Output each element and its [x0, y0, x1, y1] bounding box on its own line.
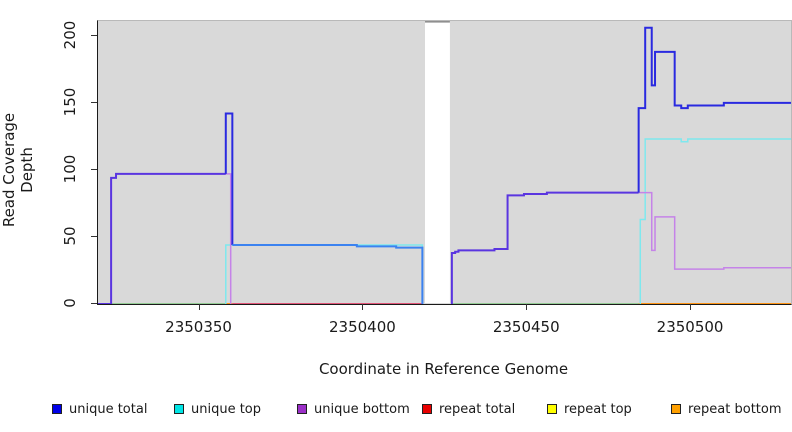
x-tick — [362, 304, 364, 310]
y-tick — [91, 235, 97, 237]
legend-item-repeat-total: repeat total — [422, 401, 515, 417]
legend-item-unique-total: unique total — [52, 401, 147, 417]
x-tick — [690, 304, 692, 310]
x-tick-label: 2350450 — [492, 318, 560, 336]
y-tick-label: 100 — [61, 154, 79, 184]
y-tick-label: 50 — [61, 226, 79, 246]
series-unique-total-mid — [232, 243, 424, 304]
y-axis-label: Read Coverage Depth — [0, 112, 36, 228]
plot-canvas — [98, 21, 791, 304]
series-unique-top-left — [225, 244, 424, 304]
x-tick-label: 2350400 — [328, 318, 396, 336]
series-unique-total-spike — [224, 112, 234, 245]
x-axis-label: Coordinate in Reference Genome — [318, 360, 569, 378]
legend-label: unique top — [191, 401, 262, 417]
y-tick-label: 150 — [61, 87, 79, 117]
legend-swatch-icon — [547, 404, 557, 414]
series-unique-total-right-low — [450, 191, 639, 304]
legend-swatch-icon — [422, 404, 432, 414]
legend-label: repeat bottom — [688, 401, 782, 417]
legend-label: unique total — [69, 401, 148, 417]
series-unique-bottom-left-drop — [225, 173, 232, 304]
x-tick — [198, 304, 200, 310]
legend-label: repeat top — [564, 401, 632, 417]
x-tick — [526, 304, 528, 310]
legend-swatch-icon — [174, 404, 184, 414]
y-tick — [91, 303, 97, 304]
series-unique-top-right — [639, 138, 791, 304]
no-data-gap-top-edge — [425, 21, 450, 23]
legend-label: repeat total — [439, 401, 516, 417]
legend-swatch-icon — [297, 404, 307, 414]
legend-item-unique-bottom: unique bottom — [297, 401, 410, 417]
legend-item-unique-top: unique top — [174, 401, 261, 417]
legend-swatch-icon — [52, 404, 62, 414]
series-unique-total-left — [98, 172, 226, 304]
no-data-gap — [425, 21, 450, 303]
y-tick — [91, 101, 97, 103]
y-tick-label: 200 — [61, 20, 79, 50]
y-tick-label: 0 — [61, 298, 79, 308]
legend-item-repeat-top: repeat top — [547, 401, 632, 417]
y-tick — [91, 168, 97, 170]
x-tick-label: 2350500 — [656, 318, 724, 336]
y-tick — [91, 34, 97, 36]
series-unique-total-right-high — [637, 26, 791, 193]
x-tick-label: 2350350 — [165, 318, 232, 336]
legend-swatch-icon — [671, 404, 681, 414]
legend-item-repeat-bottom: repeat bottom — [671, 401, 782, 417]
legend-label: unique bottom — [314, 401, 410, 417]
plot-panel — [97, 20, 792, 305]
legend: unique total unique top unique bottom repea… — [0, 401, 792, 421]
series-unique-bottom-right — [638, 191, 791, 270]
